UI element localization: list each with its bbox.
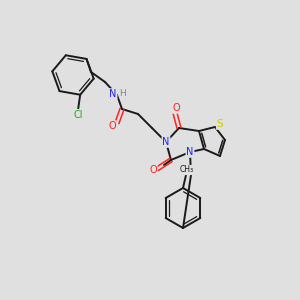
Text: Cl: Cl [74,110,83,120]
Text: O: O [149,165,157,175]
Text: S: S [217,119,223,129]
Text: N: N [162,137,170,147]
Text: CH₃: CH₃ [180,166,194,175]
Text: O: O [172,103,180,113]
Text: N: N [186,147,194,157]
Text: N: N [109,89,117,99]
Text: O: O [108,121,116,131]
Text: H: H [118,88,125,98]
